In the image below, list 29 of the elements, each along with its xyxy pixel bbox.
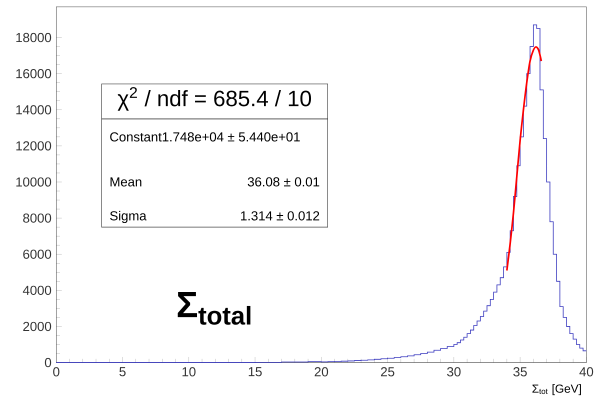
x-tick-label: 0 bbox=[53, 366, 60, 376]
annotation: Constant bbox=[110, 132, 162, 142]
y-tick-label: 16000 bbox=[16, 68, 52, 78]
annotation: Mean bbox=[110, 177, 142, 186]
x-tick-label: 20 bbox=[314, 366, 328, 376]
x-tick-label: 25 bbox=[380, 366, 394, 376]
y-tick-label: 14000 bbox=[16, 104, 52, 114]
y-tick-label: 2000 bbox=[23, 322, 52, 331]
x-tick-label: 30 bbox=[447, 366, 461, 376]
y-tick-label: 18000 bbox=[16, 32, 52, 42]
annotation: Sigma bbox=[110, 210, 147, 223]
y-tick-label: 8000 bbox=[23, 213, 52, 222]
y-tick-label: 12000 bbox=[16, 141, 52, 150]
annotation: 36.08 ± 0.01 bbox=[248, 176, 320, 186]
y-tick-label: 0 bbox=[44, 358, 52, 367]
annotation: 1.748e+04 ± 5.440e+01 bbox=[162, 132, 300, 142]
x-tick-label: 15 bbox=[248, 366, 262, 376]
y-tick-label: 6000 bbox=[23, 249, 52, 259]
x-tick-label: 10 bbox=[182, 366, 196, 376]
x-tick-label: 40 bbox=[579, 366, 594, 376]
y-tick-label: 4000 bbox=[22, 285, 52, 295]
annotation: 1.314 ± 0.012 bbox=[241, 210, 320, 220]
annotation: Σ$_{total}$ bbox=[178, 292, 250, 325]
y-tick-label: 10000 bbox=[16, 177, 52, 186]
x-tick-label: 5 bbox=[119, 366, 126, 376]
annotation: χ$^{2}$ / ndf = 685.4 / 10 bbox=[118, 86, 312, 110]
x-tick-label: 35 bbox=[513, 366, 527, 376]
x-axis-title: Σ$_{tot}$ [GeV] bbox=[532, 384, 581, 395]
line-series bbox=[506, 46, 542, 272]
